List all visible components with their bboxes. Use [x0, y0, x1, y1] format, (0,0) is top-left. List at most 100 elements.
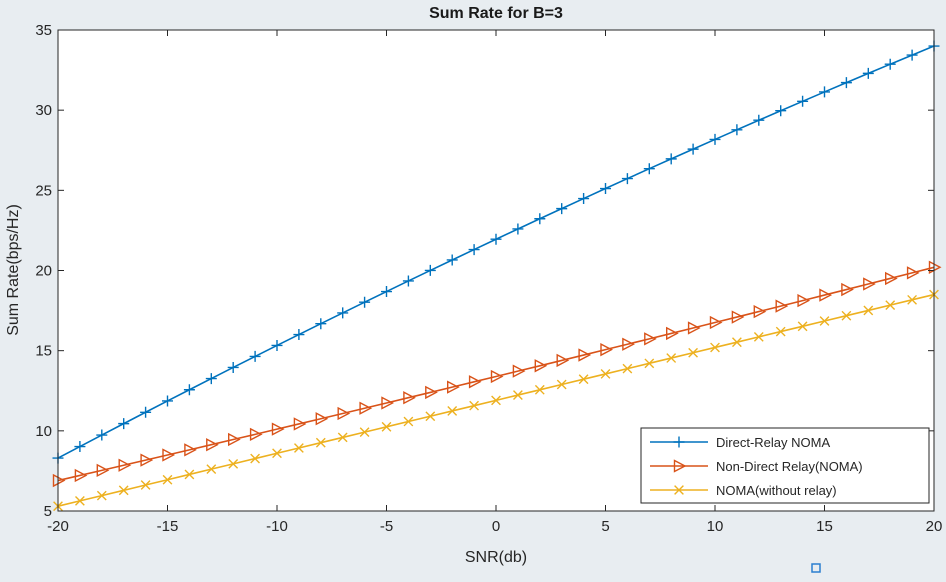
- x-tick-label: 20: [926, 518, 943, 535]
- series-line: [57, 266, 935, 482]
- data-point: [294, 443, 304, 453]
- data-point: [272, 448, 282, 459]
- data-point: [819, 288, 833, 302]
- data-point: [227, 361, 239, 373]
- data-point: [688, 347, 698, 358]
- data-point: [906, 266, 920, 280]
- x-axis-label: SNR(db): [465, 549, 527, 566]
- data-point: [513, 390, 523, 400]
- data-point: [140, 453, 154, 467]
- data-point: [228, 458, 239, 469]
- data-point: [359, 427, 370, 438]
- data-point: [183, 384, 195, 396]
- data-point: [162, 474, 173, 485]
- data-point: [578, 348, 592, 362]
- data-point: [271, 339, 283, 351]
- data-point: [840, 77, 852, 89]
- x-tick-label: -10: [266, 518, 288, 535]
- data-point: [468, 244, 480, 256]
- x-tick-label: 15: [816, 518, 833, 535]
- data-point: [862, 67, 874, 79]
- data-point: [885, 300, 896, 311]
- data-point: [74, 468, 88, 483]
- data-point: [885, 271, 898, 286]
- data-point: [381, 396, 395, 410]
- data-point: [162, 395, 173, 407]
- data-point: [797, 293, 811, 308]
- data-point: [512, 364, 526, 378]
- ticks-layer: -20 -15 -10 -5 0 5 10 15 20 5 10 15 20 25 30 35: [35, 22, 942, 535]
- data-point: [403, 416, 414, 427]
- data-point: [841, 282, 854, 297]
- data-point: [271, 422, 285, 436]
- data-point: [381, 286, 392, 298]
- resize-handle-icon[interactable]: [811, 563, 821, 573]
- data-point: [337, 432, 348, 443]
- data-point: [906, 49, 918, 61]
- data-point: [907, 294, 917, 305]
- data-point: [884, 58, 896, 70]
- data-point: [556, 379, 567, 390]
- y-tick-label: 30: [35, 102, 52, 119]
- data-point: [928, 260, 942, 274]
- series-1: [52, 40, 940, 464]
- y-tick-label: 25: [35, 182, 52, 199]
- y-axis-label: Sum Rate(bps/Hz): [5, 204, 22, 336]
- data-point: [249, 427, 263, 442]
- data-point: [206, 438, 219, 452]
- data-point: [841, 310, 852, 321]
- x-tick-label: -20: [47, 518, 69, 535]
- data-point: [140, 406, 152, 418]
- data-point: [863, 277, 876, 291]
- data-point: [512, 223, 524, 235]
- data-point: [74, 441, 86, 453]
- data-point: [469, 400, 479, 411]
- data-point: [534, 213, 546, 225]
- legend-entry: Direct-Relay NOMA: [650, 435, 830, 450]
- data-point: [446, 254, 458, 266]
- x-tick-label: 0: [492, 518, 500, 535]
- series-layer: [52, 40, 942, 512]
- legend: Direct-Relay NOMA Non-Direct Relay(NOMA) N…: [640, 427, 930, 504]
- data-point: [710, 342, 720, 353]
- data-point: [315, 437, 326, 448]
- legend-items: Direct-Relay NOMA Non-Direct Relay(NOMA) N…: [650, 435, 863, 498]
- legend-marker: [674, 485, 684, 495]
- chart-title: Sum Rate for B=3: [429, 5, 563, 22]
- data-point: [621, 173, 633, 185]
- data-point: [315, 412, 329, 426]
- data-point: [753, 331, 764, 342]
- data-point: [118, 458, 132, 472]
- data-point: [425, 411, 436, 422]
- data-point: [118, 418, 130, 430]
- legend-label: Direct-Relay NOMA: [716, 435, 830, 450]
- y-tick-label: 10: [35, 423, 52, 440]
- legend-entry: NOMA(without relay): [650, 483, 837, 498]
- data-point: [96, 429, 108, 441]
- data-point: [687, 321, 701, 335]
- data-point: [578, 374, 589, 385]
- data-point: [534, 384, 545, 395]
- data-point: [206, 464, 217, 475]
- data-point: [643, 163, 655, 175]
- data-point: [184, 443, 197, 457]
- x-tick-label: -5: [380, 518, 393, 535]
- data-point: [468, 375, 482, 389]
- data-point: [578, 193, 590, 205]
- data-point: [403, 391, 416, 405]
- data-point: [731, 310, 745, 324]
- data-point: [797, 95, 809, 107]
- data-point: [709, 133, 721, 145]
- data-point: [732, 337, 742, 348]
- data-point: [491, 395, 501, 406]
- data-point: [666, 326, 679, 341]
- data-point: [118, 485, 129, 496]
- data-point: [162, 448, 176, 462]
- data-point: [447, 406, 458, 416]
- data-point: [666, 353, 677, 363]
- data-point: [337, 406, 351, 421]
- data-point: [556, 353, 570, 368]
- data-point: [75, 496, 85, 506]
- series-2: [52, 260, 942, 488]
